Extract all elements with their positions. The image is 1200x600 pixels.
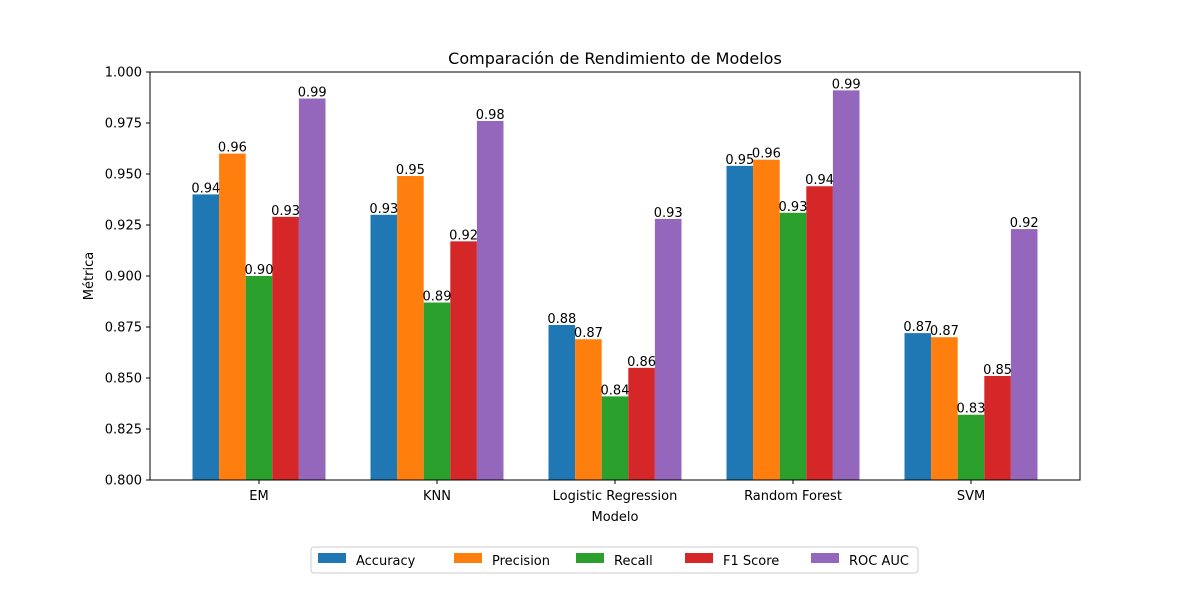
- bar-3-0: [272, 216, 299, 480]
- bar-value-label: 0.95: [725, 153, 754, 168]
- y-tick-label: 1.000: [105, 66, 142, 81]
- bar-3-3: [806, 186, 833, 481]
- x-tick-label: EM: [249, 489, 268, 504]
- bar-value-label: 0.87: [903, 320, 932, 335]
- bar-value-label: 0.84: [601, 383, 630, 398]
- y-tick-label: 0.925: [105, 219, 142, 234]
- bar-value-label: 0.94: [805, 173, 834, 188]
- bar-2-1: [423, 302, 451, 480]
- bar-value-label: 0.99: [298, 86, 327, 101]
- bar-3-4: [984, 375, 1011, 480]
- legend: Accuracy Precision Recall F1 Score ROC AUC: [310, 546, 919, 574]
- bar-1-4: [931, 337, 958, 480]
- bar-3-1: [450, 241, 477, 480]
- bar-value-label: 0.86: [627, 355, 656, 370]
- x-tick-label: KNN: [423, 489, 451, 504]
- bar-value-label: 0.93: [779, 200, 808, 215]
- legend-swatch: [576, 553, 604, 563]
- legend-swatch: [318, 553, 346, 563]
- bar-value-label: 0.88: [547, 312, 576, 327]
- bar-2-0: [245, 276, 273, 480]
- y-tick-label: 0.950: [105, 168, 142, 183]
- bar-value-label: 0.98: [476, 108, 505, 123]
- bar-4-3: [832, 90, 860, 481]
- bar-value-label: 0.83: [957, 402, 986, 417]
- legend-swatch: [811, 553, 839, 563]
- bar-4-1: [476, 120, 504, 481]
- x-tick-label: Random Forest: [744, 489, 842, 504]
- bar-4-2: [654, 218, 682, 480]
- legend-label: Precision: [492, 554, 550, 569]
- bar-2-3: [779, 212, 807, 480]
- bar-0-1: [370, 214, 398, 481]
- bar-value-label: 0.90: [245, 263, 274, 278]
- bar-value-label: 0.96: [218, 141, 247, 156]
- bar-value-label: 0.99: [832, 77, 861, 92]
- legend-label: Recall: [614, 554, 653, 569]
- bar-4-4: [1010, 229, 1038, 480]
- bar-3-2: [628, 367, 655, 480]
- y-axis-label: Métrica: [82, 252, 97, 300]
- y-tick-label: 0.825: [105, 423, 142, 438]
- legend-swatch: [454, 553, 482, 563]
- y-tick-label: 0.875: [105, 321, 142, 336]
- chart-title: Comparación de Rendimiento de Modelos: [448, 49, 782, 68]
- y-tick-label: 0.800: [105, 474, 142, 489]
- y-tick-label: 0.850: [105, 372, 142, 387]
- bar-value-label: 0.92: [449, 228, 478, 243]
- bar-value-label: 0.93: [654, 206, 683, 221]
- legend-swatch: [685, 553, 713, 563]
- bar-1-1: [397, 176, 424, 481]
- bar-1-3: [753, 159, 780, 480]
- bar-4-0: [298, 98, 326, 481]
- x-tick-label: Logistic Regression: [553, 489, 678, 504]
- x-axis: EM KNN Logistic Regression Random Forest SVM: [249, 480, 985, 504]
- bar-value-label: 0.92: [1010, 216, 1039, 231]
- bar-labels-group: 0.940.930.880.950.870.960.950.870.960.87…: [191, 77, 1038, 416]
- bar-value-label: 0.96: [752, 147, 781, 162]
- x-axis-label: Modelo: [592, 510, 639, 525]
- bar-value-label: 0.95: [396, 163, 425, 178]
- y-tick-label: 0.900: [105, 270, 142, 285]
- bar-0-2: [548, 324, 576, 480]
- bar-0-0: [192, 194, 220, 480]
- y-tick-label: 0.975: [105, 117, 142, 132]
- bar-value-label: 0.94: [191, 181, 220, 196]
- legend-label: F1 Score: [723, 554, 779, 569]
- bar-2-2: [601, 396, 629, 480]
- x-tick-label: SVM: [957, 489, 985, 504]
- y-axis: 0.800 0.825 0.850 0.875 0.900 0.925 0.950 0.975…: [105, 66, 150, 489]
- bar-value-label: 0.93: [369, 202, 398, 217]
- legend-label: ROC AUC: [849, 554, 909, 569]
- bar-value-label: 0.87: [930, 324, 959, 339]
- bar-value-label: 0.85: [983, 363, 1012, 378]
- bar-value-label: 0.89: [423, 290, 452, 305]
- bar-0-4: [904, 333, 932, 480]
- bar-1-2: [575, 339, 602, 480]
- legend-label: Accuracy: [356, 554, 416, 569]
- bar-1-0: [219, 153, 246, 480]
- bar-2-4: [957, 414, 985, 480]
- bar-value-label: 0.87: [574, 326, 603, 341]
- bar-0-3: [726, 165, 754, 480]
- bar-value-label: 0.93: [271, 204, 300, 219]
- bars-group: [192, 90, 1038, 481]
